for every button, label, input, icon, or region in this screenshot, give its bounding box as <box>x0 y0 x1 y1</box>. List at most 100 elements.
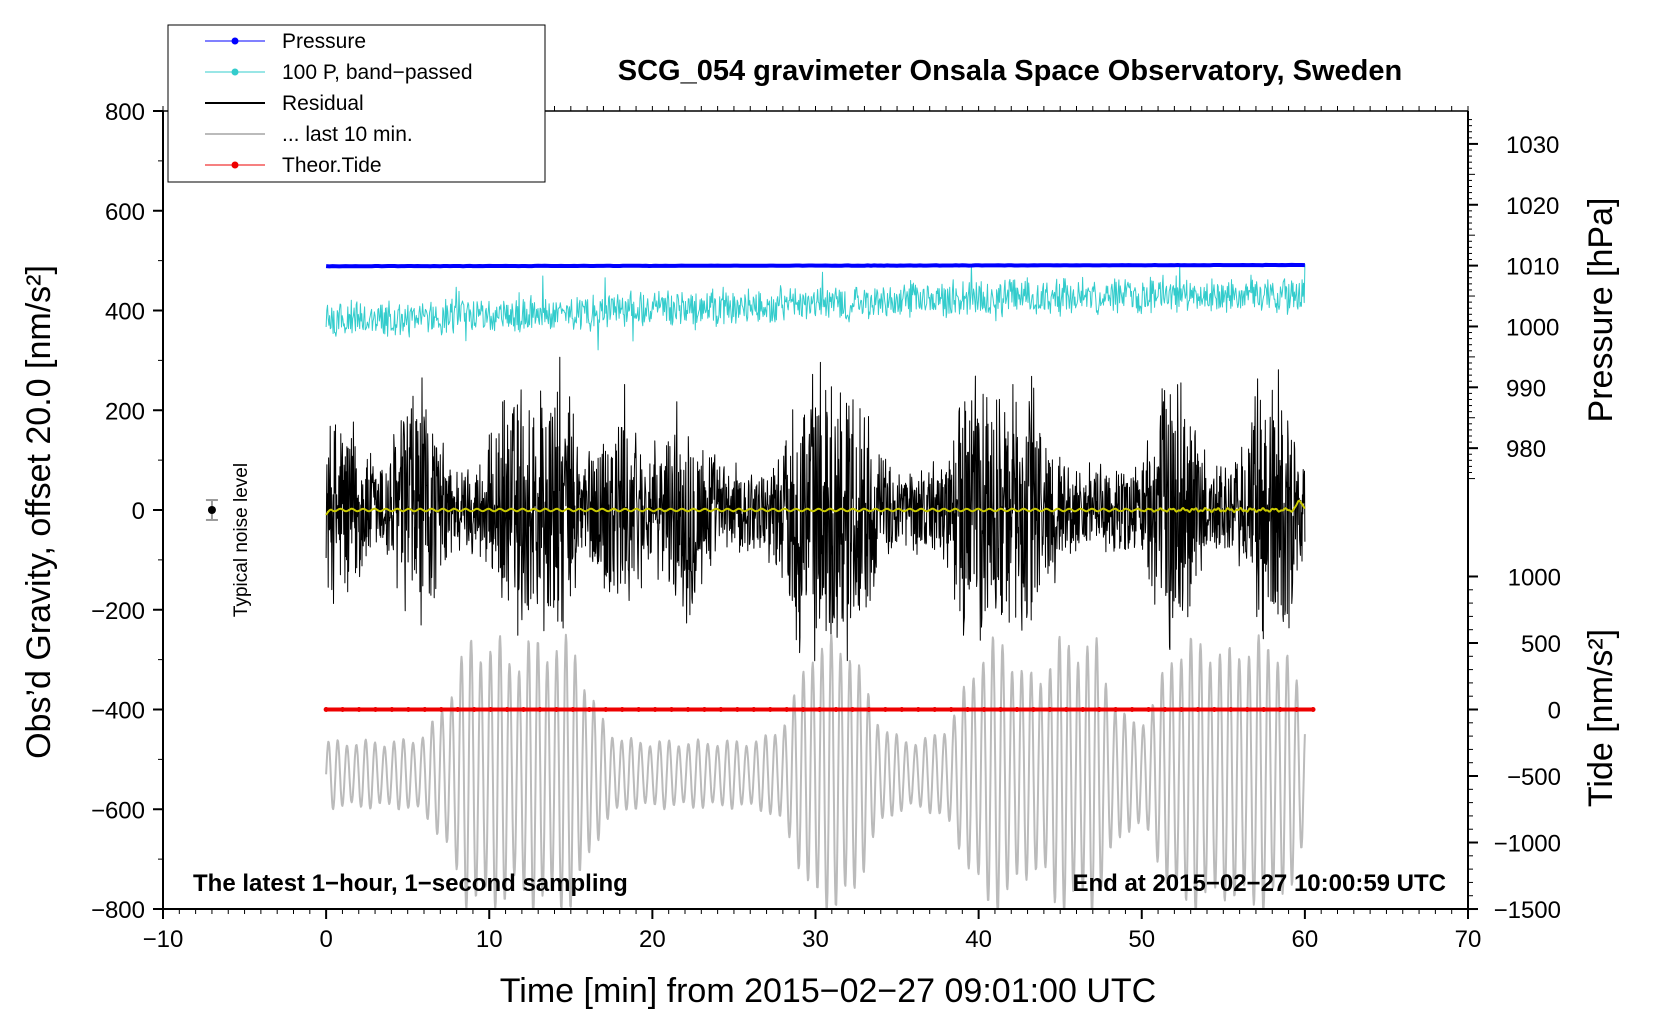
theor-tide-point <box>504 707 510 712</box>
theor-tide-point <box>1211 707 1217 712</box>
noise-label: Typical noise level <box>231 463 252 617</box>
series-layer <box>323 262 1316 909</box>
theor-tide-point <box>1113 707 1119 712</box>
theor-tide-point <box>784 707 790 712</box>
x-tick-label: 70 <box>1455 926 1482 953</box>
theor-tide-point <box>1294 707 1300 712</box>
theor-tide-point <box>1261 707 1267 712</box>
y-tick-label: −400 <box>91 698 145 725</box>
x-tick-label: 20 <box>639 926 666 953</box>
theor-tide-point <box>981 707 987 712</box>
tide-tick-label: 500 <box>1521 631 1561 658</box>
theor-tide-point <box>471 707 477 712</box>
pressure-tick-label: 1030 <box>1506 132 1559 159</box>
theor-tide-point <box>356 707 362 712</box>
x-tick-label: 0 <box>319 926 332 953</box>
theor-tide-point <box>1030 707 1036 712</box>
y-tick-label: −600 <box>91 797 145 824</box>
theor-tide-point <box>405 707 411 712</box>
theor-tide-point <box>1146 707 1152 712</box>
legend-label: 100 P, band−passed <box>282 61 473 84</box>
theor-tide-point <box>586 707 592 712</box>
theor-tide-point <box>340 707 346 712</box>
y-tick-label: 600 <box>105 199 145 226</box>
theor-tide-point <box>488 707 494 712</box>
y-tick-label: 200 <box>105 398 145 425</box>
pressure-tick-label: 990 <box>1506 375 1546 402</box>
annotation-left: The latest 1−hour, 1−second sampling <box>193 870 628 897</box>
theor-tide-point <box>882 707 888 712</box>
theor-tide-point <box>965 707 971 712</box>
legend-label: Theor.Tide <box>282 154 382 177</box>
residual-series <box>325 356 1306 662</box>
x-tick-label: 40 <box>965 926 992 953</box>
theor-tide-point <box>734 707 740 712</box>
theor-tide-point <box>570 707 576 712</box>
theor-tide-point <box>948 707 954 712</box>
theor-tide-point <box>1047 707 1053 712</box>
legend-label: Residual <box>282 92 364 115</box>
tide-tick-label: −1000 <box>1494 831 1561 858</box>
theor-tide-point <box>636 707 642 712</box>
theor-tide-point <box>1063 707 1069 712</box>
tide-tick-label: −1500 <box>1494 897 1561 924</box>
theor-tide-point <box>422 707 428 712</box>
band-passed-pressure-series <box>325 264 1306 351</box>
theor-tide-point <box>833 707 839 712</box>
theor-tide-point <box>1162 707 1168 712</box>
theor-tide-point <box>932 707 938 712</box>
y-axis-label-left: Obs’d Gravity, offset 20.0 [nm/s²] <box>20 265 58 759</box>
theor-tide-point <box>619 707 625 712</box>
legend: Pressure 100 P, band−passed Residual ... la… <box>167 24 546 183</box>
x-tick-label: −10 <box>143 926 184 953</box>
theor-tide-point <box>537 707 543 712</box>
theor-tide-point <box>323 707 329 712</box>
pressure-series <box>325 262 1305 269</box>
theor-tide-point <box>817 707 823 712</box>
theor-tide-point <box>1080 707 1086 712</box>
x-tick-label: 10 <box>476 926 503 953</box>
theor-tide-point <box>701 707 707 712</box>
chart-title: SCG_054 gravimeter Onsala Space Observat… <box>618 55 1402 87</box>
theor-tide-point <box>1129 707 1135 712</box>
pressure-tick-label: 980 <box>1506 436 1546 463</box>
tide-tick-label: 1000 <box>1508 564 1561 591</box>
theor-tide-point <box>1195 707 1201 712</box>
theor-tide-point <box>685 707 691 712</box>
x-tick-label: 50 <box>1128 926 1155 953</box>
legend-label: Pressure <box>282 30 366 53</box>
pressure-tick-label: 1020 <box>1506 193 1559 220</box>
theor-tide-point <box>438 707 444 712</box>
theor-tide-point <box>372 707 378 712</box>
theor-tide-point <box>553 707 559 712</box>
last-10-min-series <box>325 633 1306 909</box>
legend-label: ... last 10 min. <box>282 123 413 146</box>
noise-point <box>207 506 216 514</box>
theor-tide-point <box>603 707 609 712</box>
x-tick-label: 60 <box>1292 926 1319 953</box>
theor-tide-point <box>849 707 855 712</box>
legend-marker <box>231 161 239 169</box>
theor-tide-point <box>915 707 921 712</box>
tide-tick-label: −500 <box>1507 764 1561 791</box>
y-axis-label-pressure: Pressure [hPa] <box>1582 198 1620 423</box>
theor-tide-point <box>389 707 395 712</box>
theor-tide-point <box>866 707 872 712</box>
theor-tide-point <box>1014 707 1020 712</box>
theor-tide-point <box>669 707 675 712</box>
theor-tide-point <box>751 707 757 712</box>
y-tick-label: 800 <box>105 99 145 126</box>
theor-tide-point <box>455 707 461 712</box>
y-axis-label-tide: Tide [nm/s²] <box>1582 629 1620 807</box>
theor-tide-point <box>1228 707 1234 712</box>
theor-tide-point <box>800 707 806 712</box>
theor-tide-point <box>998 707 1004 712</box>
annotation-right: End at 2015−02−27 10:00:59 UTC <box>1072 870 1446 897</box>
y-tick-label: 0 <box>132 498 145 525</box>
y-tick-label: 400 <box>105 299 145 326</box>
pressure-tick-label: 1000 <box>1506 314 1559 341</box>
x-tick-label: 30 <box>802 926 829 953</box>
theor-tide-point <box>1277 707 1283 712</box>
theor-tide-point <box>1310 707 1316 712</box>
